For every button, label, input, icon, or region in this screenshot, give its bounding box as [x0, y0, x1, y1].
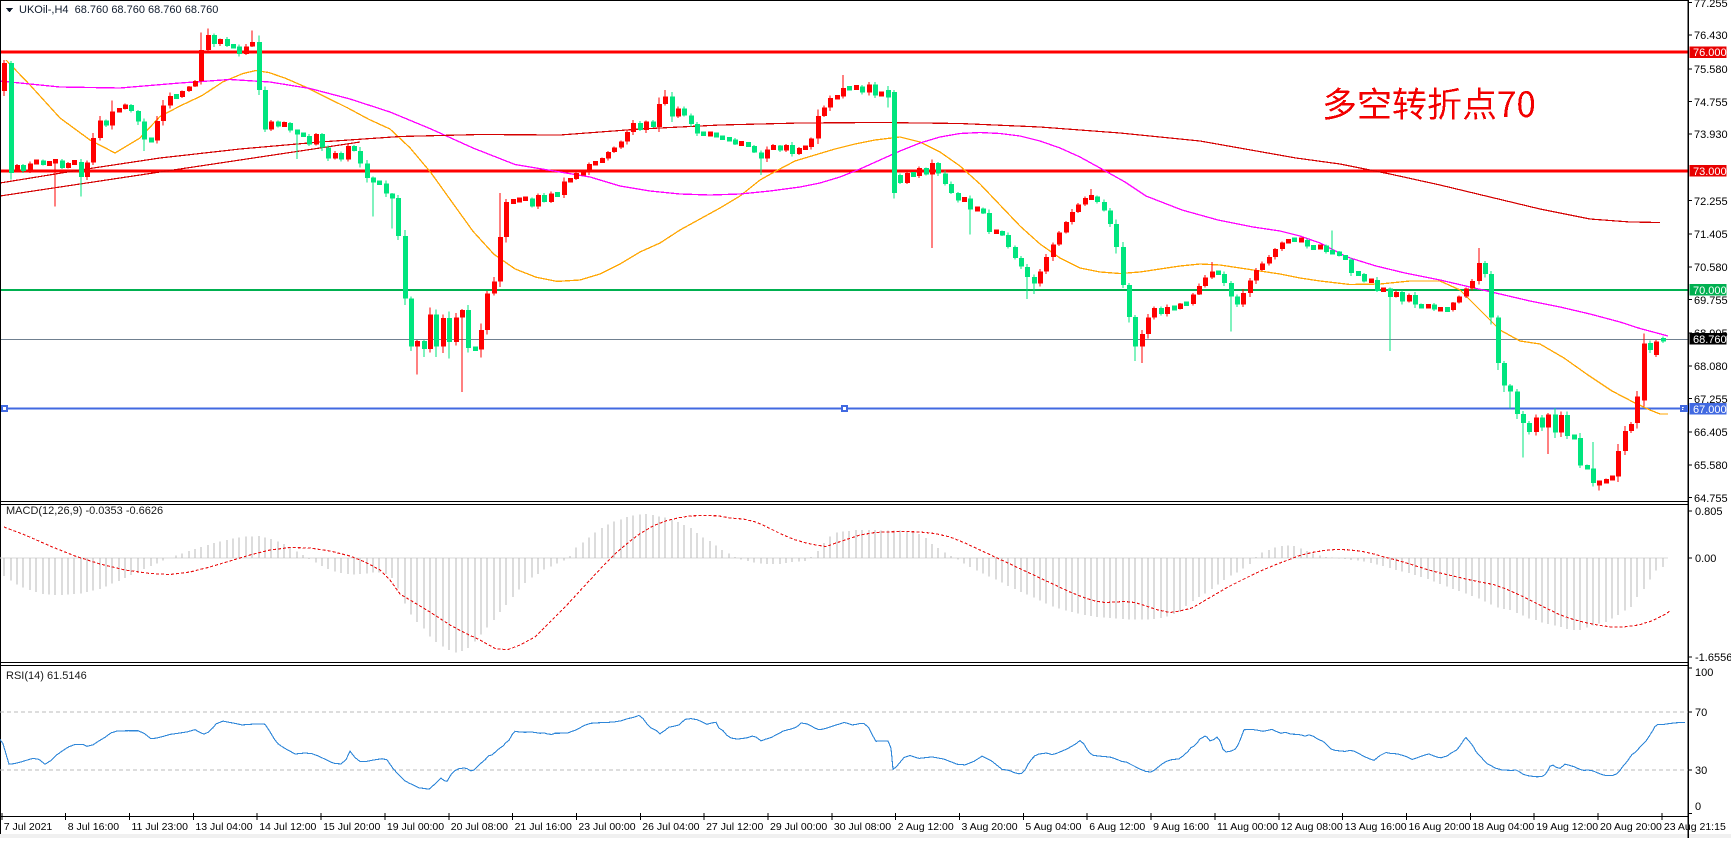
- svg-text:69.755: 69.755: [1694, 295, 1728, 307]
- svg-text:68.080: 68.080: [1694, 361, 1728, 373]
- svg-text:7 Jul 2021: 7 Jul 2021: [4, 821, 53, 833]
- svg-text:UKOil-,H4 68.760 68.760 68.76: UKOil-,H4 68.760 68.760 68.760 68.760: [19, 4, 218, 16]
- svg-text:73.000: 73.000: [1693, 166, 1727, 178]
- svg-text:64.755: 64.755: [1694, 493, 1728, 505]
- svg-text:13 Aug 16:00: 13 Aug 16:00: [1345, 821, 1407, 833]
- svg-text:73.930: 73.930: [1694, 129, 1728, 141]
- svg-text:5 Aug 04:00: 5 Aug 04:00: [1025, 821, 1081, 833]
- svg-text:76.000: 76.000: [1693, 47, 1727, 59]
- svg-text:6 Aug 12:00: 6 Aug 12:00: [1089, 821, 1145, 833]
- svg-text:18 Aug 04:00: 18 Aug 04:00: [1472, 821, 1534, 833]
- svg-text:13 Jul 04:00: 13 Jul 04:00: [195, 821, 252, 833]
- svg-text:74.755: 74.755: [1694, 97, 1728, 109]
- svg-text:-1.6556: -1.6556: [1695, 652, 1731, 664]
- svg-text:76.430: 76.430: [1694, 30, 1728, 42]
- svg-text:14 Jul 12:00: 14 Jul 12:00: [259, 821, 316, 833]
- svg-text:68.760: 68.760: [1693, 334, 1727, 346]
- svg-text:16 Aug 20:00: 16 Aug 20:00: [1409, 821, 1471, 833]
- svg-text:23 Aug 21:15: 23 Aug 21:15: [1664, 821, 1726, 833]
- svg-text:66.405: 66.405: [1694, 427, 1728, 439]
- svg-text:77.255: 77.255: [1694, 0, 1728, 10]
- svg-text:3 Aug 20:00: 3 Aug 20:00: [962, 821, 1018, 833]
- svg-text:26 Jul 04:00: 26 Jul 04:00: [642, 821, 699, 833]
- svg-text:9 Aug 16:00: 9 Aug 16:00: [1153, 821, 1209, 833]
- svg-text:23 Jul 00:00: 23 Jul 00:00: [578, 821, 635, 833]
- svg-text:12 Aug 08:00: 12 Aug 08:00: [1281, 821, 1343, 833]
- svg-text:21 Jul 16:00: 21 Jul 16:00: [515, 821, 572, 833]
- svg-text:11 Aug 00:00: 11 Aug 00:00: [1217, 821, 1278, 833]
- svg-text:0: 0: [1695, 801, 1701, 813]
- svg-text:75.580: 75.580: [1694, 64, 1728, 76]
- svg-text:72.255: 72.255: [1694, 196, 1728, 208]
- svg-text:MACD(12,26,9) -0.0353 -0.6626: MACD(12,26,9) -0.0353 -0.6626: [6, 505, 163, 517]
- svg-text:8 Jul 16:00: 8 Jul 16:00: [68, 821, 120, 833]
- svg-text:2 Aug 12:00: 2 Aug 12:00: [898, 821, 954, 833]
- svg-text:29 Jul 00:00: 29 Jul 00:00: [770, 821, 827, 833]
- svg-text:11 Jul 23:00: 11 Jul 23:00: [132, 821, 189, 833]
- svg-text:100: 100: [1695, 667, 1713, 679]
- svg-text:0.00: 0.00: [1695, 553, 1716, 565]
- svg-text:19 Jul 00:00: 19 Jul 00:00: [387, 821, 444, 833]
- svg-text:30: 30: [1695, 765, 1707, 777]
- svg-text:70: 70: [1695, 707, 1707, 719]
- svg-text:70.580: 70.580: [1694, 262, 1728, 274]
- svg-text:15 Jul 20:00: 15 Jul 20:00: [323, 821, 380, 833]
- svg-text:0.805: 0.805: [1695, 506, 1723, 518]
- svg-text:30 Jul 08:00: 30 Jul 08:00: [834, 821, 891, 833]
- svg-text:20 Jul 08:00: 20 Jul 08:00: [451, 821, 508, 833]
- svg-text:20 Aug 20:00: 20 Aug 20:00: [1600, 821, 1662, 833]
- svg-text:65.580: 65.580: [1694, 460, 1728, 472]
- svg-text:71.405: 71.405: [1694, 229, 1728, 241]
- svg-text:27 Jul 12:00: 27 Jul 12:00: [706, 821, 763, 833]
- svg-text:19 Aug 12:00: 19 Aug 12:00: [1536, 821, 1598, 833]
- svg-text:RSI(14) 61.5146: RSI(14) 61.5146: [6, 670, 87, 682]
- svg-text:67.000: 67.000: [1693, 404, 1727, 416]
- svg-text:70.000: 70.000: [1693, 285, 1727, 297]
